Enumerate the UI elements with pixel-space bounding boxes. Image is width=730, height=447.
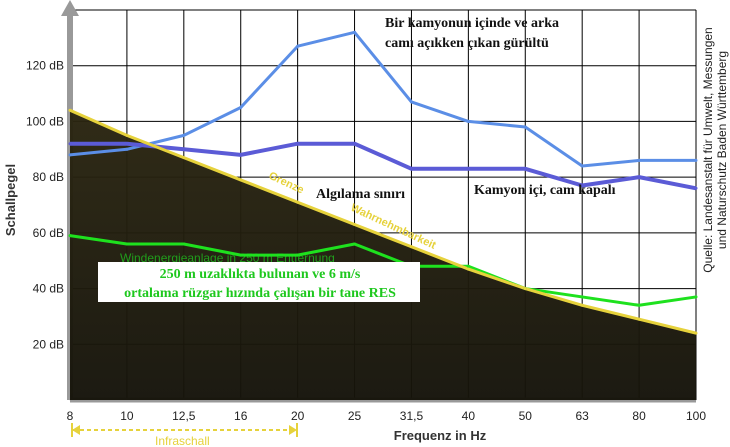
source-line2: und Naturschutz Baden Württemberg	[715, 51, 729, 249]
x-tick-label: 10	[120, 409, 134, 423]
res-label-line1: 250 m uzaklıkta bulunan ve 6 m/s	[160, 267, 361, 282]
data-point	[296, 253, 300, 257]
data-point	[466, 167, 470, 171]
data-point	[239, 253, 243, 257]
truck-open-label-line2: camı açıkken çıkan gürültü	[385, 36, 549, 51]
data-point	[637, 175, 641, 179]
data-point	[125, 142, 129, 146]
data-point	[353, 242, 357, 246]
truck-closed-label: Kamyon içi, cam kapalı	[474, 183, 616, 198]
data-point	[239, 106, 243, 109]
data-point	[466, 267, 470, 271]
infraschall-right-arrow	[289, 425, 297, 435]
data-point	[694, 295, 698, 299]
data-point	[580, 164, 584, 168]
y-tick-label: 100 dB	[26, 114, 64, 128]
series-layer	[69, 30, 697, 335]
res-label-line2: ortalama rüzgar hızında çalışan bir tane…	[124, 286, 396, 301]
y-tick-label: 40 dB	[33, 282, 64, 296]
y-tick-label: 80 dB	[33, 170, 64, 184]
infraschall-marker	[71, 423, 298, 437]
data-point	[409, 100, 413, 104]
x-tick-label: 20	[291, 409, 305, 423]
data-point	[68, 108, 72, 112]
res-label-box	[98, 262, 420, 302]
data-point	[296, 200, 300, 204]
data-point	[523, 167, 527, 171]
data-point	[182, 147, 186, 151]
data-point	[353, 142, 357, 146]
threshold-label: Algılama sınırı	[316, 187, 405, 202]
data-point	[523, 287, 527, 291]
data-point	[125, 133, 129, 137]
data-point	[580, 184, 584, 187]
data-point	[466, 119, 470, 123]
x-tick-label: 50	[519, 409, 533, 423]
series-line-truck-closed	[70, 141, 697, 191]
data-point	[580, 303, 584, 307]
series-line-truck-open	[69, 30, 696, 168]
x-axis-title: Frequenz in Hz	[394, 428, 487, 443]
x-tick-label: 40	[462, 409, 476, 423]
data-point	[68, 153, 72, 157]
data-point	[637, 158, 641, 162]
data-point	[182, 156, 186, 160]
y-tick-label: 120 dB	[26, 59, 64, 73]
y-tick-label: 20 dB	[33, 337, 64, 351]
data-point	[68, 234, 72, 238]
data-point	[637, 303, 641, 307]
data-point	[694, 331, 698, 335]
data-point	[637, 317, 641, 321]
data-point	[125, 147, 129, 151]
data-point	[694, 158, 698, 162]
data-point	[239, 178, 243, 182]
y-axis-title: Schallpegel	[3, 164, 18, 236]
truck-open-label-line1: Bir kamyonun içinde ve arka	[385, 16, 559, 31]
data-point	[466, 264, 470, 268]
data-point	[353, 223, 357, 226]
data-point	[694, 186, 698, 190]
infraschall-label: Infraschall	[155, 434, 210, 447]
x-tick-label: 8	[67, 409, 74, 423]
series-line-wind-turbine	[69, 234, 697, 307]
source-line1: Quelle: Landesanstalt für Umwelt, Messun…	[701, 27, 715, 272]
data-point	[296, 44, 300, 48]
data-point	[296, 142, 300, 146]
infraschall-left-arrow	[72, 425, 80, 435]
y-tick-label: 60 dB	[33, 226, 64, 240]
x-tick-label: 16	[234, 409, 248, 423]
data-point	[239, 153, 243, 157]
data-point	[182, 133, 186, 137]
data-point	[125, 242, 129, 246]
x-tick-label: 80	[632, 409, 646, 423]
data-point	[409, 245, 413, 249]
data-point	[523, 125, 527, 129]
x-tick-label: 12,5	[172, 409, 196, 423]
data-point	[68, 142, 72, 146]
data-point	[353, 30, 357, 34]
x-tick-label: 100	[686, 409, 706, 423]
data-point	[182, 242, 186, 246]
y-axis-arrow	[61, 0, 79, 16]
data-point	[580, 295, 584, 299]
x-tick-label: 25	[348, 409, 362, 423]
x-tick-label: 63	[576, 409, 590, 423]
data-point	[409, 167, 413, 171]
series-line-threshold	[69, 108, 697, 335]
x-tick-label: 31,5	[400, 409, 424, 423]
